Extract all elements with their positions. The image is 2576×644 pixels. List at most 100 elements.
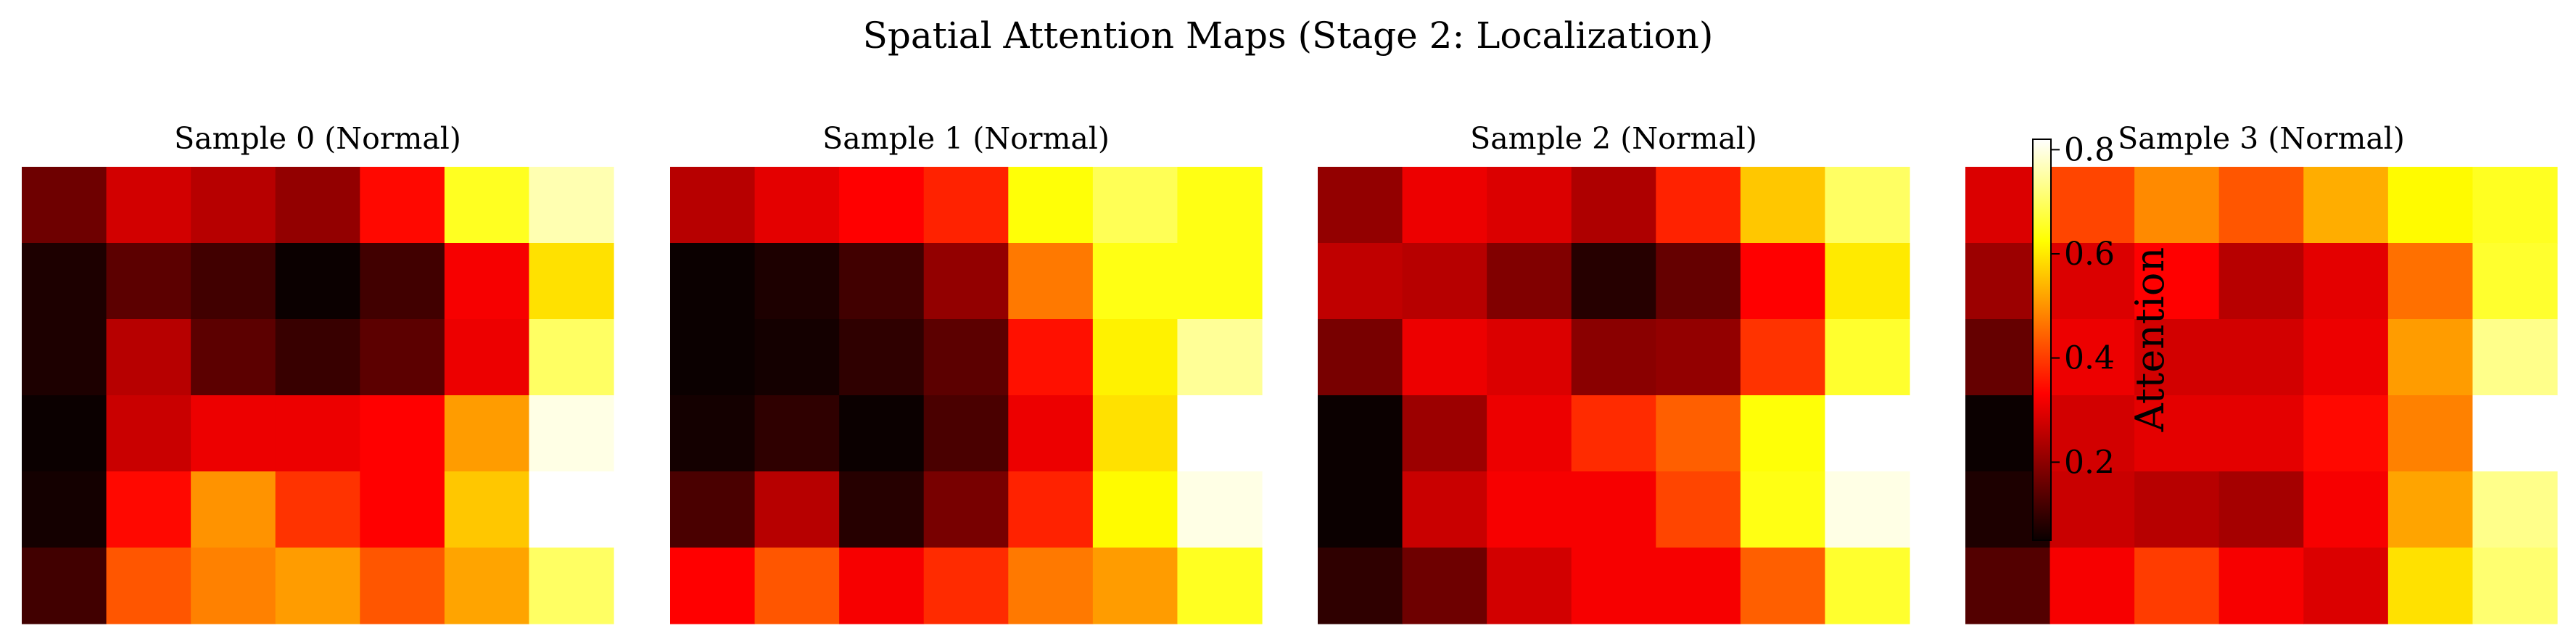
heatmap-cell — [2303, 167, 2389, 244]
colorbar-tick-label: 0.6 — [2064, 236, 2115, 273]
heatmap-cell — [2303, 471, 2389, 548]
heatmap-cell — [529, 167, 614, 244]
heatmap-cell — [2218, 243, 2304, 320]
heatmap-cell — [1656, 548, 1741, 624]
heatmap-cell — [1008, 471, 1094, 548]
heatmap-cell — [275, 548, 360, 624]
heatmap-cell — [1177, 471, 1263, 548]
heatmap-cell — [106, 471, 191, 548]
heatmap-cell — [1092, 395, 1178, 472]
heatmap-cell — [2387, 243, 2474, 320]
heatmap-cell — [1008, 167, 1094, 244]
heatmap-panel-2: Sample 2 (Normal) — [1318, 121, 1910, 624]
figure-title: Spatial Attention Maps (Stage 2: Localiz… — [863, 15, 1714, 57]
heatmap-cell — [2387, 319, 2474, 396]
heatmap-cell — [1571, 167, 1656, 244]
heatmap-cells-3 — [1965, 167, 2558, 624]
heatmap-cell — [1402, 548, 1487, 624]
heatmap-cell — [670, 167, 756, 244]
heatmap-cell — [22, 548, 107, 624]
heatmap-cell — [923, 319, 1009, 396]
heatmap-cell — [1487, 243, 1572, 320]
heatmap-panel-3: Sample 3 (Normal) — [1965, 121, 2558, 624]
heatmap-cell — [2049, 471, 2135, 548]
heatmap-cell — [754, 395, 840, 472]
heatmap-cell — [1740, 471, 1826, 548]
heatmap-cell — [529, 243, 614, 320]
colorbar-tick-label: 0.8 — [2064, 131, 2115, 168]
heatmap-cell — [1177, 167, 1263, 244]
colorbar-tick-label: 0.4 — [2064, 340, 2115, 377]
heatmap-cell — [1177, 395, 1263, 472]
heatmap-cell — [22, 395, 107, 472]
heatmap-cell — [2472, 243, 2558, 320]
heatmap-cell — [1487, 548, 1572, 624]
heatmap-cell — [444, 548, 530, 624]
heatmap-cell — [1571, 243, 1656, 320]
heatmap-cell — [1740, 548, 1826, 624]
heatmap-cell — [360, 395, 445, 472]
heatmap-cell — [2387, 167, 2474, 244]
heatmap-cell — [2218, 167, 2304, 244]
heatmap-cell — [1177, 548, 1263, 624]
heatmap-cell — [1402, 319, 1487, 396]
heatmap-cell — [1487, 395, 1572, 472]
heatmap-cell — [923, 395, 1009, 472]
heatmap-cell — [670, 243, 756, 320]
heatmap-cell — [839, 548, 925, 624]
heatmap-cell — [923, 548, 1009, 624]
heatmap-cell — [1740, 167, 1826, 244]
heatmap-panel-0: Sample 0 (Normal) — [22, 121, 614, 624]
heatmap-cell — [275, 243, 360, 320]
heatmap-cell — [2472, 167, 2558, 244]
heatmap-cell — [1092, 548, 1178, 624]
heatmap-cell — [275, 395, 360, 472]
heatmap-cell — [1487, 319, 1572, 396]
heatmap-cell — [670, 319, 756, 396]
heatmap-cell — [1008, 395, 1094, 472]
heatmap-cell — [2218, 319, 2304, 396]
heatmap-cell — [191, 243, 276, 320]
heatmap-cell — [22, 319, 107, 396]
heatmap-cell — [1318, 243, 1403, 320]
heatmap-cell — [1740, 319, 1826, 396]
heatmap-cell — [1008, 319, 1094, 396]
heatmap-cell — [2134, 548, 2220, 624]
heatmap-cell — [529, 548, 614, 624]
heatmap-cell — [2303, 243, 2389, 320]
heatmap-cell — [839, 471, 925, 548]
heatmap-cell — [2218, 471, 2304, 548]
heatmap-cell — [1318, 395, 1403, 472]
heatmap-cell — [2218, 395, 2304, 472]
heatmap-cell — [1318, 167, 1403, 244]
heatmap-cell — [106, 395, 191, 472]
heatmap-cell — [22, 471, 107, 548]
heatmap-cell — [754, 471, 840, 548]
heatmap-cell — [1402, 471, 1487, 548]
heatmap-cell — [1571, 471, 1656, 548]
heatmap-cell — [1487, 167, 1572, 244]
heatmap-cell — [1318, 471, 1403, 548]
heatmap-cell — [444, 167, 530, 244]
heatmap-cell — [1825, 395, 1910, 472]
heatmap-cell — [670, 471, 756, 548]
heatmap-cell — [2303, 395, 2389, 472]
heatmap-cell — [2303, 319, 2389, 396]
colorbar-label: Attention — [2127, 247, 2173, 432]
heatmap-cell — [754, 167, 840, 244]
heatmap-cell — [275, 319, 360, 396]
heatmap-cell — [754, 319, 840, 396]
heatmap-cell — [1825, 548, 1910, 624]
heatmap-cell — [2049, 167, 2135, 244]
heatmap-cell — [360, 548, 445, 624]
heatmap-cell — [1825, 167, 1910, 244]
heatmap-cell — [1571, 395, 1656, 472]
heatmap-cell — [106, 243, 191, 320]
heatmap-cell — [106, 548, 191, 624]
heatmap-cell — [1740, 243, 1826, 320]
heatmap-cell — [2134, 319, 2220, 396]
heatmap-cell — [923, 471, 1009, 548]
heatmap-cell — [1965, 548, 2051, 624]
heatmap-cell — [754, 548, 840, 624]
heatmap-cell — [1825, 471, 1910, 548]
